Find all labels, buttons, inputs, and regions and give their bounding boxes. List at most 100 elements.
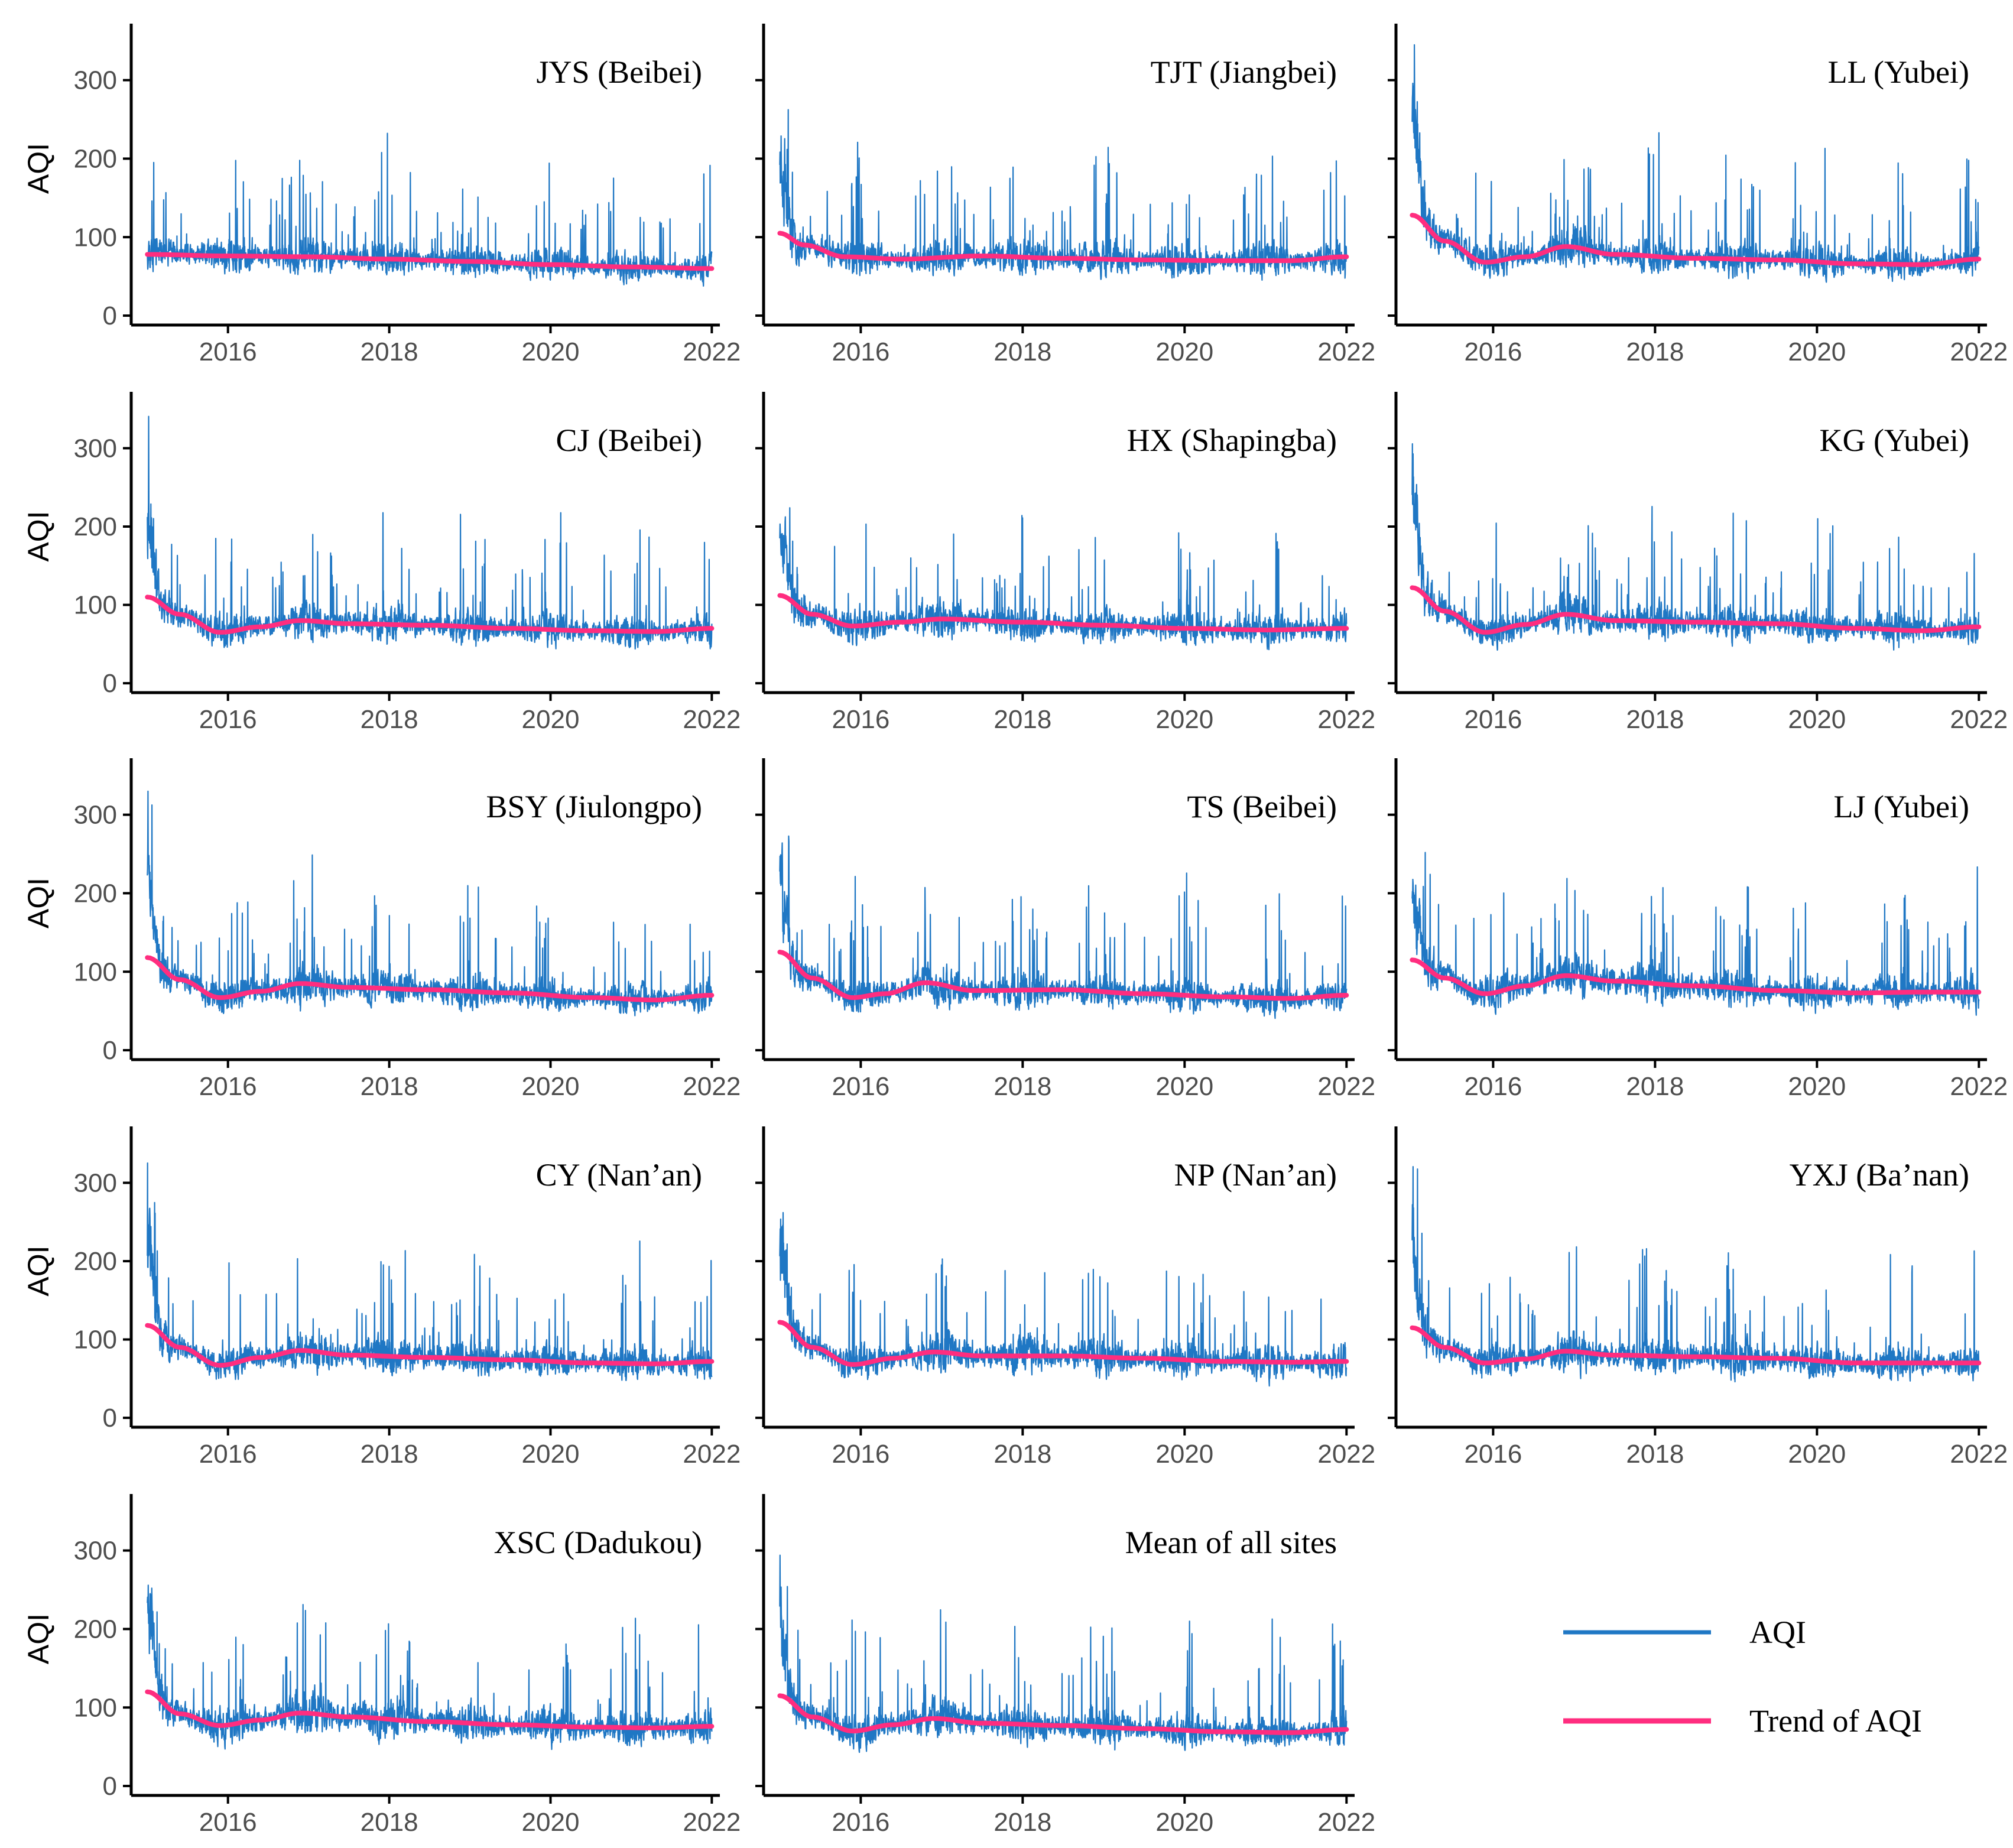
panel-title: KG (Yubei) (1820, 423, 1969, 458)
y-axis-title: AQI (22, 511, 55, 561)
x-tick-label: 2020 (1155, 1808, 1213, 1837)
y-tick-label: 0 (103, 1036, 117, 1065)
trend-series-line (1410, 957, 1982, 996)
panel-5: 2016 2018 2020 2022 HX (Shapingba) (755, 392, 1375, 734)
x-tick-label: 2022 (1950, 1440, 2008, 1469)
aqi-series-line (1411, 443, 1980, 651)
y-tick-label: 300 (74, 434, 117, 463)
x-tick-label: 2018 (993, 705, 1051, 734)
y-tick-label: 300 (74, 1168, 117, 1197)
x-tick-label: 2022 (1317, 1072, 1375, 1101)
x-tick-label: 2020 (1788, 1440, 1846, 1469)
trend-series-line (777, 1693, 1349, 1735)
y-tick-label: 0 (103, 301, 117, 330)
x-tick-label: 2016 (832, 337, 889, 366)
x-tick-label: 2018 (993, 1072, 1051, 1101)
x-tick-label: 2020 (522, 337, 580, 366)
trend-series-line (145, 1323, 715, 1368)
x-tick-label: 2016 (199, 1808, 257, 1837)
x-tick-label: 2016 (832, 1072, 889, 1101)
trend-series-line (1410, 1325, 1982, 1366)
panel-title: BSY (Jiulongpo) (486, 789, 702, 824)
panel-title: LJ (Yubei) (1834, 789, 1969, 824)
panel-7: 0 100 200 300 2016 2018 2020 2022 AQI BSY (Jiulon… (22, 758, 741, 1101)
x-tick-label: 2018 (361, 337, 418, 366)
y-tick-label: 200 (74, 1615, 117, 1644)
x-tick-label: 2022 (1317, 337, 1375, 366)
panel-3: 2016 2018 2020 2022 LL (Yubei) (1388, 24, 2008, 366)
trend-series-line (777, 950, 1349, 1001)
x-tick-label: 2018 (361, 1440, 418, 1469)
y-axis-title: AQI (22, 1613, 55, 1664)
y-tick-label: 0 (103, 1404, 117, 1433)
trend-series-line (777, 230, 1349, 264)
aqi-series-line (779, 507, 1348, 651)
x-tick-label: 2020 (522, 1440, 580, 1469)
x-tick-label: 2020 (522, 1808, 580, 1837)
x-tick-label: 2022 (683, 1808, 741, 1837)
aqi-series-line (779, 109, 1348, 281)
x-tick-label: 2016 (199, 1440, 257, 1469)
aqi-series-line (147, 790, 713, 1016)
trend-series-line (777, 1320, 1349, 1367)
panel-title: LL (Yubei) (1828, 54, 1969, 90)
y-tick-label: 100 (74, 1693, 117, 1722)
panel-title: CY (Nan’an) (536, 1157, 702, 1193)
x-tick-label: 2018 (361, 1808, 418, 1837)
y-tick-label: 300 (74, 66, 117, 95)
x-tick-label: 2016 (1464, 1440, 1522, 1469)
x-tick-label: 2016 (1464, 337, 1522, 366)
x-tick-label: 2022 (1317, 1440, 1375, 1469)
y-tick-label: 100 (74, 591, 117, 620)
x-tick-label: 2016 (199, 705, 257, 734)
x-tick-label: 2020 (522, 705, 580, 734)
panel-12: 2016 2018 2020 2022 YXJ (Ba’nan) (1388, 1126, 2008, 1469)
y-tick-label: 100 (74, 957, 117, 986)
aqi-series-line (1411, 44, 1980, 283)
x-tick-label: 2022 (683, 1072, 741, 1101)
legend: AQI Trend of AQI (1563, 1615, 1922, 1739)
trend-series-line (1410, 213, 1982, 267)
x-tick-label: 2020 (1155, 337, 1213, 366)
panel-title: XSC (Dadukou) (494, 1525, 702, 1560)
x-tick-label: 2022 (1317, 705, 1375, 734)
y-tick-label: 200 (74, 512, 117, 541)
trend-series-line (777, 593, 1349, 632)
x-tick-label: 2022 (1317, 1808, 1375, 1837)
panel-1: 0 100 200 300 2016 2018 2020 2022 AQI JYS (Beibei… (22, 24, 741, 366)
x-tick-label: 2020 (1788, 337, 1846, 366)
x-tick-label: 2016 (199, 1072, 257, 1101)
trend-series-line (1410, 585, 1982, 635)
x-tick-label: 2018 (1626, 1440, 1684, 1469)
x-tick-label: 2016 (1464, 705, 1522, 734)
panel-title: CJ (Beibei) (556, 423, 702, 458)
y-tick-label: 300 (74, 1537, 117, 1566)
aqi-series-line (1411, 1165, 1980, 1383)
panel-title: JYS (Beibei) (537, 54, 702, 90)
y-axis-title: AQI (22, 1245, 55, 1296)
panel-10: 0 100 200 300 2016 2018 2020 2022 AQI CY (Nan’an) (22, 1126, 741, 1469)
x-tick-label: 2018 (993, 1808, 1051, 1837)
panel-title: TS (Beibei) (1187, 789, 1337, 824)
panel-4: 0 100 200 300 2016 2018 2020 2022 AQI CJ (Beibei) (22, 392, 741, 734)
x-tick-label: 2022 (1950, 1072, 2008, 1101)
aqi-series-line (1411, 852, 1980, 1016)
x-tick-label: 2022 (1950, 337, 2008, 366)
panel-title: NP (Nan’an) (1174, 1157, 1337, 1193)
x-tick-label: 2022 (1950, 705, 2008, 734)
x-tick-label: 2018 (361, 1072, 418, 1101)
panel-6: 2016 2018 2020 2022 KG (Yubei) (1388, 392, 2008, 734)
y-tick-label: 0 (103, 1772, 117, 1801)
y-tick-label: 100 (74, 223, 117, 252)
panels-root: 0 100 200 300 2016 2018 2020 2022 AQI JYS (Beibei… (22, 24, 2008, 1837)
x-tick-label: 2018 (361, 705, 418, 734)
panel-title: YXJ (Ba’nan) (1790, 1157, 1969, 1193)
trend-series-line (145, 252, 715, 271)
x-tick-label: 2016 (832, 1440, 889, 1469)
panel-14: 2016 2018 2020 2022 Mean of all sites (755, 1494, 1375, 1837)
panel-8: 2016 2018 2020 2022 TS (Beibei) (755, 758, 1375, 1101)
y-tick-label: 0 (103, 669, 117, 698)
y-tick-label: 200 (74, 879, 117, 908)
panel-13: 0 100 200 300 2016 2018 2020 2022 AQI XSC (Daduko… (22, 1494, 741, 1837)
x-tick-label: 2016 (832, 705, 889, 734)
